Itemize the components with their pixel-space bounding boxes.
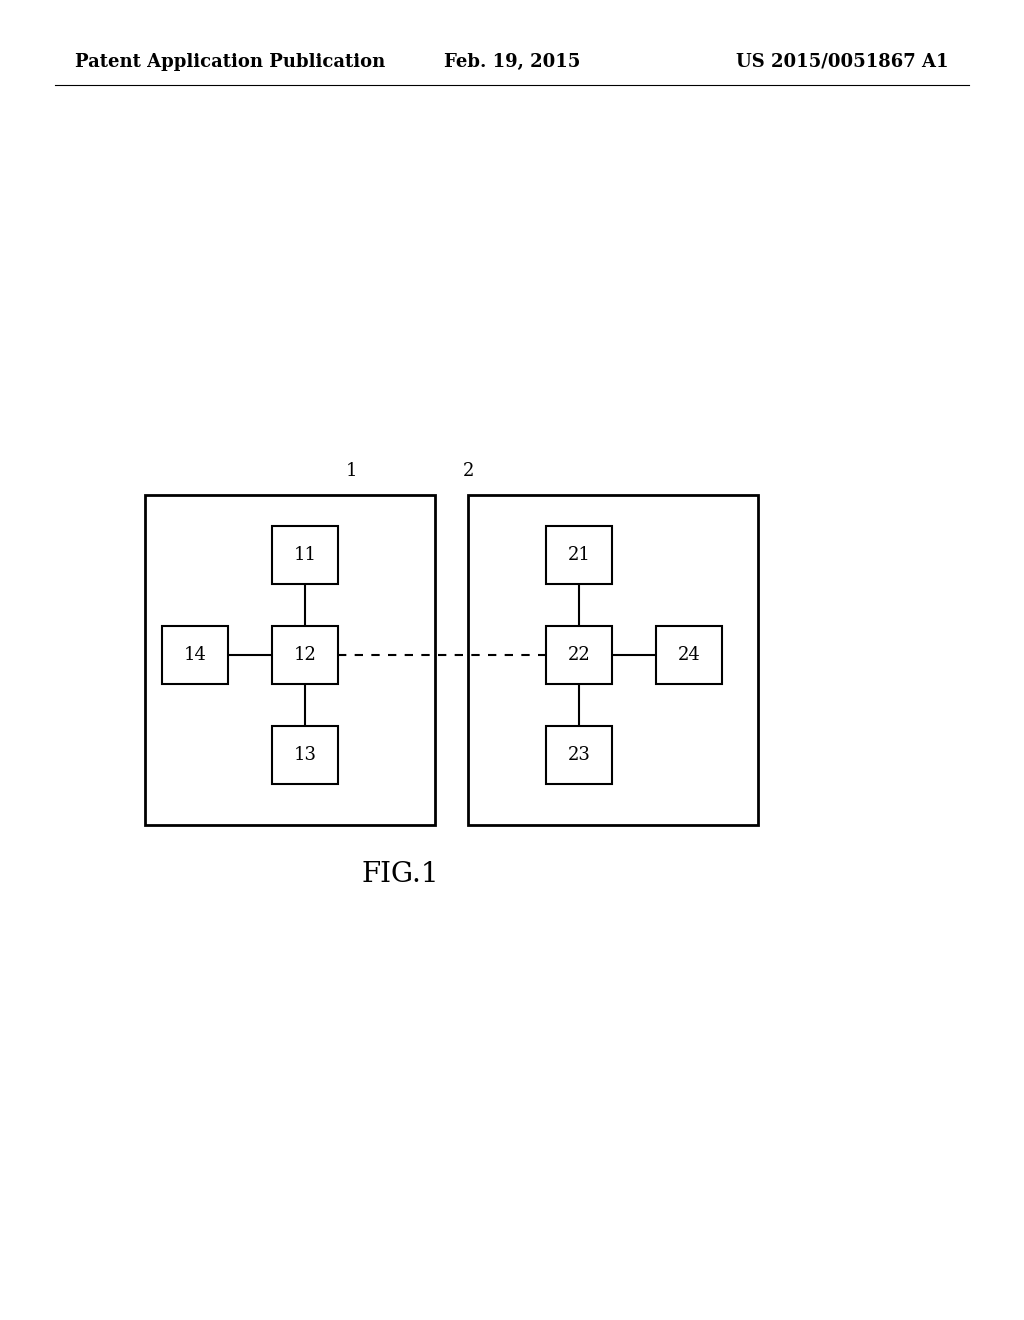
Text: US 2015/0051867 A1: US 2015/0051867 A1	[736, 53, 949, 71]
Text: Patent Application Publication: Patent Application Publication	[75, 53, 385, 71]
Text: 13: 13	[294, 746, 316, 764]
Text: 1: 1	[345, 462, 356, 480]
Text: 12: 12	[294, 645, 316, 664]
Bar	[162, 626, 228, 684]
Text: 23: 23	[567, 746, 591, 764]
Text: 22: 22	[567, 645, 591, 664]
Text: 14: 14	[183, 645, 207, 664]
Text: 11: 11	[294, 546, 316, 564]
Bar	[272, 525, 338, 583]
Bar	[468, 495, 758, 825]
Text: 21: 21	[567, 546, 591, 564]
Text: 24: 24	[678, 645, 700, 664]
Bar	[656, 626, 722, 684]
Text: 2: 2	[462, 462, 474, 480]
Text: FIG.1: FIG.1	[361, 862, 439, 888]
Bar	[546, 525, 612, 583]
Bar	[272, 626, 338, 684]
Bar	[546, 726, 612, 784]
Bar	[145, 495, 435, 825]
Text: Feb. 19, 2015: Feb. 19, 2015	[443, 53, 581, 71]
Bar	[272, 726, 338, 784]
Bar	[546, 626, 612, 684]
